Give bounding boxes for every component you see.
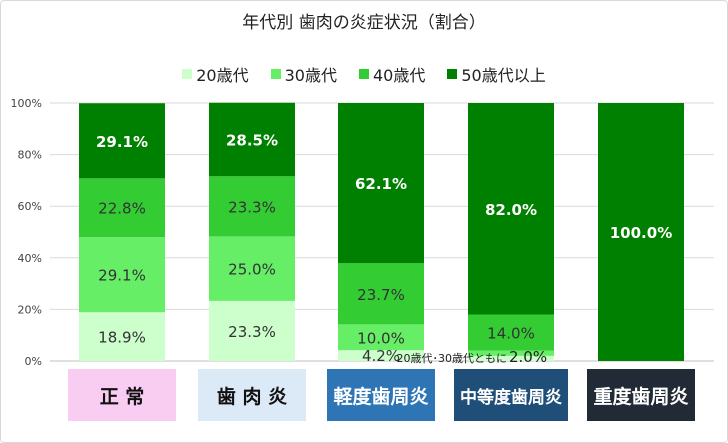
data-label: 29.1% bbox=[98, 267, 146, 285]
legend-label: 50歳代以上 bbox=[461, 66, 546, 85]
y-tick-label: 100% bbox=[11, 97, 42, 110]
bar-segment bbox=[79, 237, 165, 313]
data-label: 22.8% bbox=[98, 200, 146, 218]
bar-segment bbox=[338, 324, 424, 351]
category-label: 軽度歯周炎 bbox=[327, 369, 435, 421]
data-label: 25.0% bbox=[228, 261, 276, 279]
category-label: 中等度歯周炎 bbox=[454, 369, 568, 421]
data-label: 23.3% bbox=[228, 323, 276, 341]
legend-label: 40歳代 bbox=[373, 66, 426, 85]
bar-segment bbox=[468, 103, 554, 315]
data-label: 14.0% bbox=[487, 325, 535, 343]
data-label: 4.2% bbox=[362, 347, 400, 365]
bar-segment bbox=[209, 102, 295, 177]
data-label: 29.1% bbox=[96, 133, 148, 151]
y-tick-label: 20% bbox=[18, 303, 42, 316]
legend-swatch bbox=[270, 69, 281, 79]
category-label: 重度歯周炎 bbox=[587, 369, 695, 421]
annotation-text: 20歳代･30歳代ともに bbox=[397, 352, 508, 365]
bar-segment bbox=[598, 103, 684, 361]
chart-title: 年代別 歯肉の炎症状況（割合） bbox=[242, 13, 486, 33]
data-label: 62.1% bbox=[355, 175, 407, 193]
legend-label: 30歳代 bbox=[284, 66, 337, 85]
bar-segment bbox=[468, 314, 554, 351]
data-label: 82.0% bbox=[485, 201, 537, 219]
data-label: 28.5% bbox=[226, 132, 278, 150]
data-label: 23.7% bbox=[357, 286, 405, 304]
legend-item: 30歳代 bbox=[270, 62, 337, 86]
data-label: 18.9% bbox=[98, 329, 146, 347]
legend-item: 20歳代 bbox=[182, 62, 249, 86]
bar-segment bbox=[338, 103, 424, 264]
annotation-value: 2.0% bbox=[509, 348, 547, 366]
y-tick-label: 40% bbox=[18, 252, 42, 265]
bar-segment bbox=[209, 300, 295, 361]
data-label: 10.0% bbox=[357, 329, 405, 347]
legend-item: 50歳代以上 bbox=[447, 62, 546, 86]
y-tick-label: 0% bbox=[25, 355, 42, 368]
bar-segment bbox=[468, 355, 554, 361]
data-label: 23.3% bbox=[228, 198, 276, 216]
bar-segment bbox=[79, 178, 165, 238]
bar-segment bbox=[338, 263, 424, 325]
legend-swatch bbox=[447, 69, 458, 79]
data-label: 100.0% bbox=[610, 224, 672, 242]
y-tick-label: 60% bbox=[18, 200, 42, 213]
legend: 20歳代 30歳代 40歳代 50歳代以上 bbox=[0, 62, 728, 86]
bar-segment bbox=[209, 236, 295, 301]
category-label: 正 常 bbox=[68, 369, 176, 421]
category-label: 歯 肉 炎 bbox=[198, 369, 306, 421]
legend-item: 40歳代 bbox=[359, 62, 425, 86]
bar-segment bbox=[209, 176, 295, 237]
bar-segment bbox=[79, 103, 165, 179]
bar-segment bbox=[468, 350, 554, 356]
y-tick-label: 80% bbox=[18, 149, 42, 162]
legend-label: 20歳代 bbox=[196, 66, 249, 85]
bar-segment bbox=[79, 312, 165, 361]
legend-swatch bbox=[182, 69, 193, 79]
legend-swatch bbox=[359, 69, 369, 79]
bar-segment bbox=[338, 350, 424, 361]
